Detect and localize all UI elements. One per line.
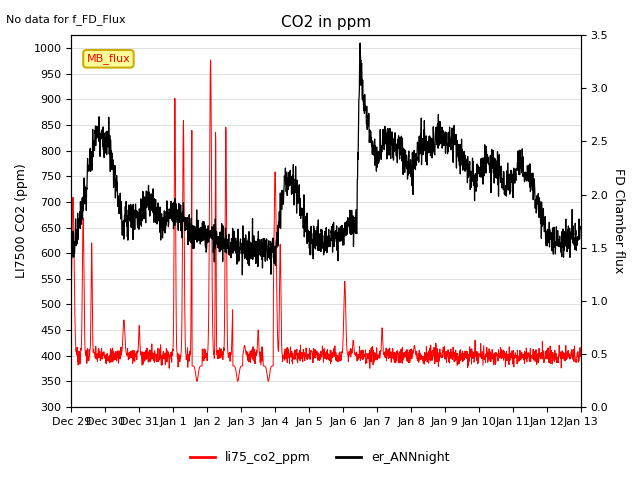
- Y-axis label: LI7500 CO2 (ppm): LI7500 CO2 (ppm): [15, 164, 28, 278]
- Text: No data for f_FD_Flux: No data for f_FD_Flux: [6, 14, 126, 25]
- Legend: li75_co2_ppm, er_ANNnight: li75_co2_ppm, er_ANNnight: [186, 446, 454, 469]
- Y-axis label: FD Chamber flux: FD Chamber flux: [612, 168, 625, 274]
- Text: MB_flux: MB_flux: [86, 53, 131, 64]
- Title: CO2 in ppm: CO2 in ppm: [281, 15, 371, 30]
